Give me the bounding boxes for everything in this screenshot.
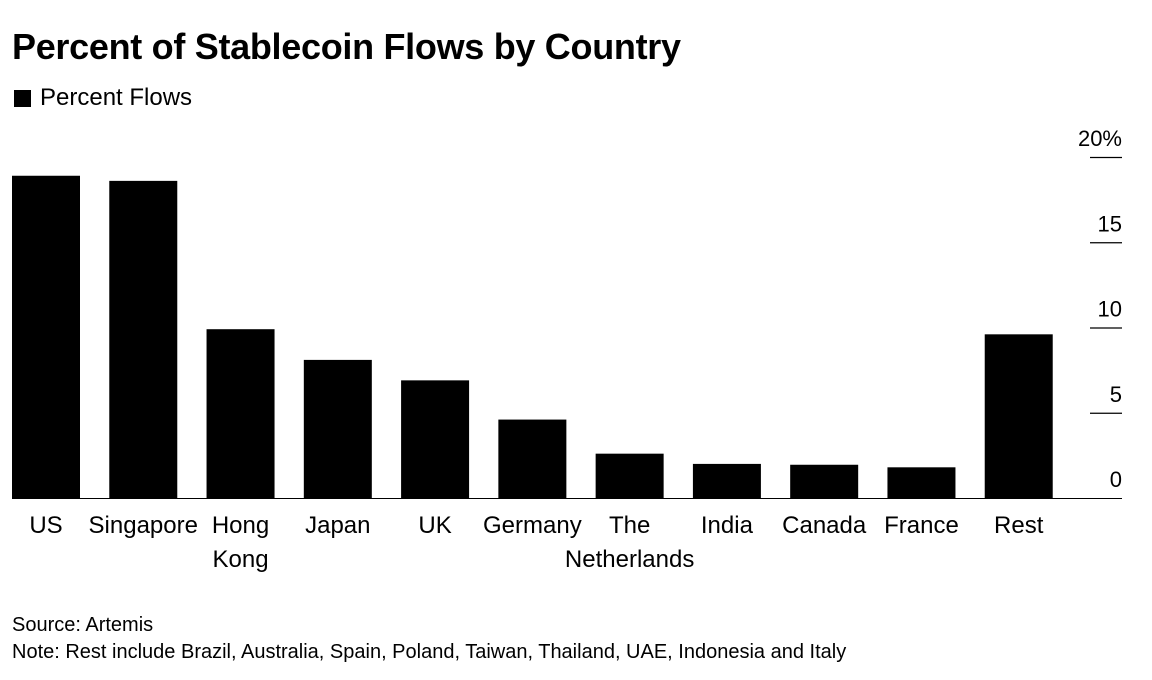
- bar-germany: [498, 419, 567, 498]
- note-text: Note: Rest include Brazil, Australia, Sp…: [12, 641, 847, 663]
- footer: Source: Artemis Note: Rest include Brazi…: [12, 612, 846, 666]
- source-text: Source: Artemis: [12, 614, 154, 636]
- legend-swatch: [14, 89, 31, 107]
- x-tick-label: Japan: [305, 512, 370, 539]
- x-tick-label: The: [609, 512, 650, 539]
- x-tick-label: Kong: [213, 546, 269, 573]
- chart-title: Percent of Stablecoin Flows by Country: [12, 26, 681, 67]
- x-tick-label: India: [701, 512, 754, 539]
- bar-singapore: [109, 180, 178, 498]
- x-tick-label: Canada: [782, 512, 867, 539]
- y-tick-label: 15: [1098, 211, 1122, 236]
- x-tick-label: France: [884, 512, 959, 539]
- x-tick-label: Netherlands: [565, 546, 694, 573]
- y-tick-label: 0: [1110, 467, 1122, 492]
- legend-label: Percent Flows: [40, 84, 193, 111]
- bar-canada: [790, 464, 859, 498]
- bar-india: [692, 463, 761, 498]
- bar-rest: [984, 334, 1053, 498]
- x-tick-label: Hong: [212, 512, 269, 539]
- bar-japan: [303, 359, 372, 498]
- x-tick-label: Singapore: [89, 512, 198, 539]
- x-tick-label: UK: [418, 512, 451, 539]
- bar-france: [887, 467, 956, 498]
- x-tick-label: US: [29, 512, 62, 539]
- bar-the-netherlands: [595, 453, 664, 498]
- y-tick-label: 10: [1098, 297, 1122, 322]
- bar-hong-kong: [206, 329, 275, 498]
- x-tick-label: Germany: [483, 512, 582, 539]
- y-tick-label: 5: [1110, 382, 1122, 407]
- bar-chart: US Singapore Hong Kong Japan UK Germany The Neth…: [12, 126, 1122, 573]
- bar-us: [12, 175, 80, 498]
- bar-uk: [401, 380, 470, 498]
- legend: Percent Flows: [14, 84, 192, 112]
- x-tick-label: Rest: [994, 512, 1044, 539]
- y-tick-label: 20%: [1078, 126, 1122, 151]
